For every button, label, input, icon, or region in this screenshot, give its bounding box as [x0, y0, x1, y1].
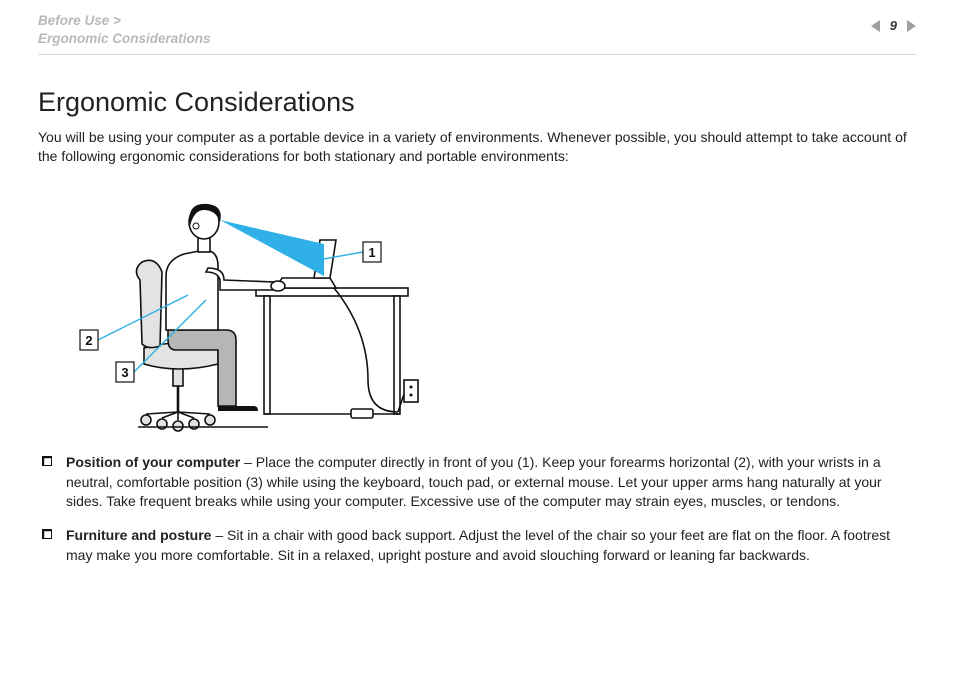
page-title: Ergonomic Considerations	[38, 87, 916, 118]
svg-text:2: 2	[85, 333, 92, 348]
page-header: Before Use > Ergonomic Considerations 9	[38, 12, 916, 55]
page-nav: 9	[871, 18, 916, 33]
svg-text:3: 3	[121, 365, 128, 380]
ergonomics-figure: 1 2 3	[68, 180, 428, 435]
intro-paragraph: You will be using your computer as a por…	[38, 128, 916, 166]
breadcrumb-line-1: Before Use >	[38, 12, 211, 30]
list-item: Furniture and posture – Sit in a chair w…	[38, 526, 916, 565]
svg-text:1: 1	[368, 245, 375, 260]
breadcrumb-line-2: Ergonomic Considerations	[38, 30, 211, 48]
next-page-icon[interactable]	[907, 20, 916, 32]
bullet-list: Position of your computer – Place the co…	[38, 453, 916, 565]
prev-page-icon[interactable]	[871, 20, 880, 32]
ergonomics-svg: 1 2 3	[68, 180, 428, 435]
document-page: Before Use > Ergonomic Considerations 9 …	[0, 0, 954, 674]
breadcrumb: Before Use > Ergonomic Considerations	[38, 12, 211, 48]
bullet-lead: Furniture and posture	[66, 527, 211, 543]
list-item: Position of your computer – Place the co…	[38, 453, 916, 512]
bullet-lead: Position of your computer	[66, 454, 240, 470]
page-number: 9	[890, 18, 897, 33]
